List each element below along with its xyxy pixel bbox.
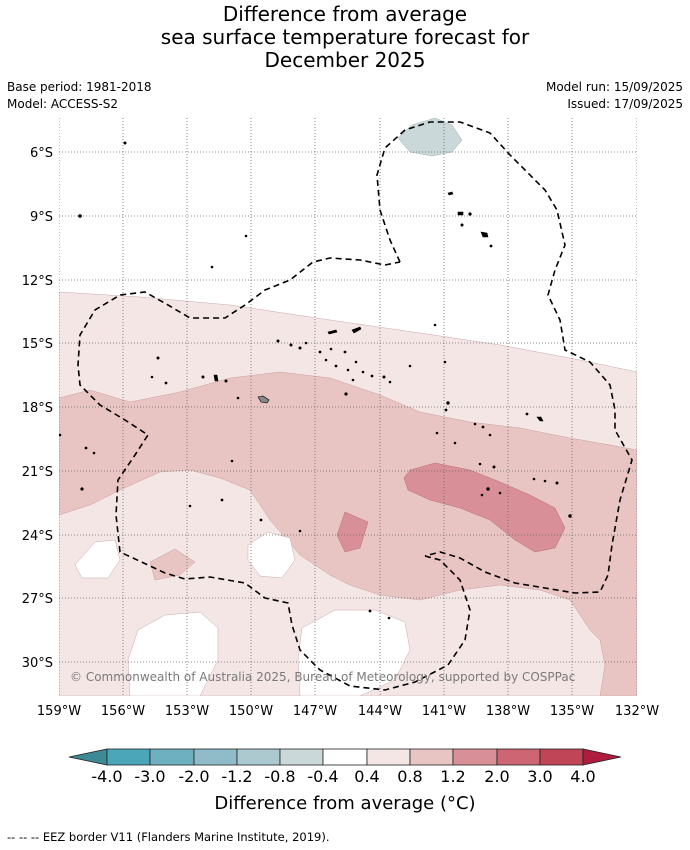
model-run: Model run: 15/09/2025 — [545, 80, 683, 94]
lat-label-12s: 12°S — [22, 274, 53, 289]
anomaly-patch-west — [149, 548, 196, 581]
colorbar-bin-1 — [106, 748, 151, 766]
meta-right: Model run: 15/09/2025 Issued: 17/09/2025 — [546, 79, 683, 113]
cb-tick-10: 2.0 — [484, 767, 509, 786]
cb-tick-7: 0.4 — [354, 767, 379, 786]
lon-label-144w: 144°W — [358, 704, 402, 719]
lon-label-156w: 156°W — [101, 704, 145, 719]
colorbar-bin-3 — [193, 748, 238, 766]
colorbar-title: Difference from average (°C) — [214, 793, 476, 814]
cb-tick-11: 3.0 — [527, 767, 552, 786]
colorbar-bin-2 — [149, 748, 195, 766]
islands — [59, 141, 572, 620]
neutral-pocket-4 — [297, 609, 411, 696]
neutral-pocket-1 — [74, 539, 121, 579]
lon-label-135w: 135°W — [550, 704, 594, 719]
lon-label-153w: 153°W — [165, 704, 209, 719]
model-name: Model: ACCESS-S2 — [7, 97, 119, 111]
colorbar-bin-8 — [409, 748, 454, 766]
lon-label-150w: 150°W — [229, 704, 273, 719]
lat-label-15s: 15°S — [22, 337, 53, 352]
colorbar-arrow-low — [68, 748, 108, 766]
meta-left: Base period: 1981-2018 Model: ACCESS-S2 — [7, 79, 152, 113]
cb-tick-6: -0.4 — [307, 767, 338, 786]
base-period: Base period: 1981-2018 — [7, 80, 152, 94]
issued-date: Issued: 17/09/2025 — [567, 97, 683, 111]
neutral-pocket-3 — [127, 611, 219, 696]
colorbar — [68, 748, 622, 766]
lon-label-141w: 141°W — [422, 704, 466, 719]
map-area: © Commonwealth of Australia 2025, Bureau… — [59, 118, 637, 696]
latitude-labels: 6°S 9°S 12°S 15°S 18°S 21°S 24°S 27°S 30… — [22, 146, 53, 671]
cb-tick-1: -4.0 — [91, 767, 122, 786]
title-line-3: December 2025 — [264, 48, 426, 72]
lat-label-9s: 9°S — [30, 210, 53, 225]
cb-tick-4: -1.2 — [221, 767, 252, 786]
cb-tick-2: -3.0 — [134, 767, 165, 786]
gridlines — [59, 118, 637, 696]
colorbar-tick-labels: -4.0 -3.0 -2.0 -1.2 -0.8 -0.4 0.4 0.8 1.… — [91, 767, 595, 786]
cb-tick-3: -2.0 — [178, 767, 209, 786]
neutral-pocket-2 — [247, 531, 296, 579]
colorbar-bin-9 — [452, 748, 498, 766]
cb-tick-5: -0.8 — [264, 767, 295, 786]
copyright-text: © Commonwealth of Australia 2025, Bureau… — [70, 670, 575, 684]
lat-label-30s: 30°S — [22, 656, 53, 671]
lat-label-18s: 18°S — [22, 401, 53, 416]
longitude-labels: 159°W 156°W 153°W 150°W 147°W 144°W 141°… — [37, 704, 659, 719]
eez-footnote: -- -- -- EEZ border V11 (Flanders Marine… — [7, 830, 330, 844]
cb-tick-8: 0.8 — [397, 767, 422, 786]
anomaly-region-strong — [403, 462, 566, 553]
colorbar-arrow-high — [582, 748, 622, 766]
cb-tick-12: 4.0 — [570, 767, 595, 786]
lat-label-24s: 24°S — [22, 529, 53, 544]
lon-label-159w: 159°W — [37, 704, 81, 719]
map-title: Difference from average sea surface temp… — [0, 3, 690, 72]
colorbar-bin-10 — [496, 748, 541, 766]
title-line-1: Difference from average — [222, 2, 468, 26]
lat-label-6s: 6°S — [30, 146, 53, 161]
colorbar-bin-4 — [236, 748, 281, 766]
lon-label-138w: 138°W — [486, 704, 530, 719]
colorbar-bin-5 — [279, 748, 324, 766]
colorbar-bin-6 — [322, 748, 368, 766]
colorbar-bin-11 — [539, 748, 584, 766]
lon-label-147w: 147°W — [293, 704, 337, 719]
lat-label-21s: 21°S — [22, 465, 53, 480]
lat-label-27s: 27°S — [22, 592, 53, 607]
colorbar-bin-7 — [366, 748, 411, 766]
title-line-2: sea surface temperature forecast for — [160, 25, 530, 49]
anomaly-patch-small — [336, 511, 369, 553]
lon-label-132w: 132°W — [615, 704, 659, 719]
cb-tick-9: 1.2 — [440, 767, 465, 786]
eez-border — [77, 121, 633, 691]
